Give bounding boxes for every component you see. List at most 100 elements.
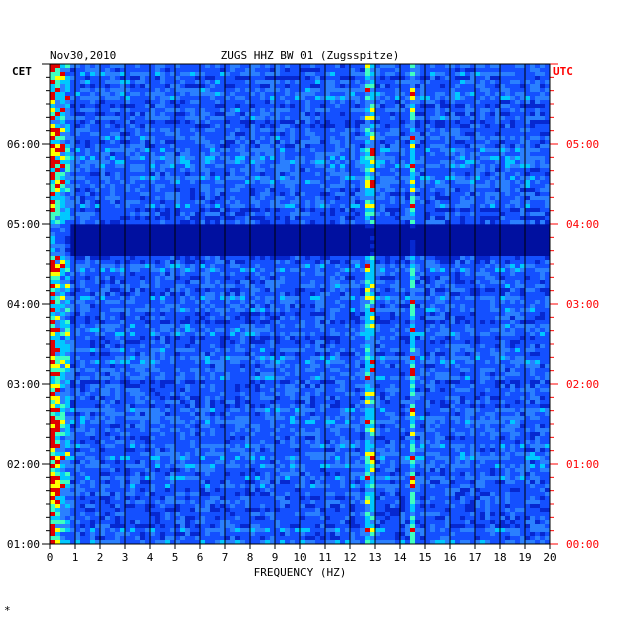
heat-cell [520, 84, 526, 89]
heat-cell [75, 92, 81, 97]
heat-cell [100, 112, 106, 117]
heat-cell [225, 132, 231, 137]
heat-cell [495, 180, 501, 185]
heat-cell [275, 76, 281, 81]
heat-cell [255, 184, 261, 189]
heat-cell [220, 96, 226, 101]
heat-cell [240, 292, 246, 297]
heat-cell [190, 100, 196, 105]
heat-cell [220, 164, 226, 169]
heat-cell [365, 76, 371, 81]
heat-cell [105, 260, 111, 265]
heat-cell [535, 196, 541, 201]
heat-cell [75, 64, 81, 69]
heat-cell [175, 268, 181, 273]
heat-cell [325, 160, 331, 165]
heat-cell [540, 72, 546, 77]
heat-cell [475, 192, 481, 197]
heat-cell [295, 140, 301, 145]
heat-cell [160, 256, 166, 261]
heat-cell [175, 84, 181, 89]
heat-cell [405, 148, 411, 153]
heat-cell [215, 100, 221, 105]
heat-cell [60, 268, 66, 273]
heat-cell [195, 144, 201, 149]
heat-cell [410, 224, 416, 229]
heat-cell [450, 168, 456, 173]
heat-cell [175, 92, 181, 97]
heat-cell [495, 260, 501, 265]
heat-cell [480, 64, 486, 69]
heat-cell [95, 208, 101, 213]
heat-cell [305, 192, 311, 197]
heat-cell [205, 288, 211, 293]
heat-cell [545, 120, 551, 125]
heat-cell [535, 132, 541, 137]
heat-cell [290, 200, 296, 205]
heat-cell [110, 260, 116, 265]
heat-cell [180, 68, 186, 73]
heat-cell [390, 132, 396, 137]
heat-cell [390, 148, 396, 153]
heat-cell [375, 80, 381, 85]
heat-cell [375, 100, 381, 105]
heat-cell [280, 72, 286, 77]
heat-cell [425, 164, 431, 169]
heat-cell [165, 212, 171, 217]
heat-cell [445, 276, 451, 281]
heat-cell [235, 192, 241, 197]
heat-cell [75, 124, 81, 129]
heat-cell [470, 104, 476, 109]
heat-cell [155, 168, 161, 173]
heat-cell [280, 268, 286, 273]
heat-cell [545, 268, 551, 273]
heat-cell [85, 108, 91, 113]
heat-cell [50, 252, 56, 257]
heat-cell [190, 140, 196, 145]
heat-cell [100, 264, 106, 269]
heat-cell [460, 180, 466, 185]
heat-cell [300, 264, 306, 269]
heat-cell [270, 292, 276, 297]
heat-cell [460, 272, 466, 277]
heat-cell [240, 204, 246, 209]
heat-cell [485, 96, 491, 101]
heat-cell [440, 220, 446, 225]
heat-cell [535, 96, 541, 101]
heat-cell [340, 216, 346, 221]
heat-cell [150, 216, 156, 221]
heat-cell [390, 100, 396, 105]
heat-cell [380, 104, 386, 109]
heat-cell [105, 88, 111, 93]
heat-cell [450, 256, 456, 261]
heat-cell [355, 268, 361, 273]
heat-cell [450, 96, 456, 101]
heat-cell [525, 172, 531, 177]
heat-cell [425, 180, 431, 185]
heat-cell [80, 264, 86, 269]
heat-cell [420, 148, 426, 153]
heat-cell [395, 216, 401, 221]
heat-cell [405, 196, 411, 201]
heat-cell [250, 260, 256, 265]
heat-cell [445, 180, 451, 185]
heat-cell [200, 220, 206, 225]
heat-cell [435, 72, 441, 77]
heat-cell [420, 184, 426, 189]
heat-cell [320, 64, 326, 69]
heat-cell [215, 108, 221, 113]
heat-cell [480, 192, 486, 197]
heat-cell [480, 152, 486, 157]
heat-cell [300, 276, 306, 281]
heat-cell [260, 116, 266, 121]
heat-cell [475, 284, 481, 289]
heat-cell [475, 120, 481, 125]
heat-cell [85, 272, 91, 277]
heat-cell [135, 192, 141, 197]
heat-cell [145, 72, 151, 77]
heat-cell [540, 84, 546, 89]
heat-cell [95, 196, 101, 201]
heat-cell [80, 136, 86, 141]
heat-cell [445, 196, 451, 201]
heat-cell [185, 104, 191, 109]
